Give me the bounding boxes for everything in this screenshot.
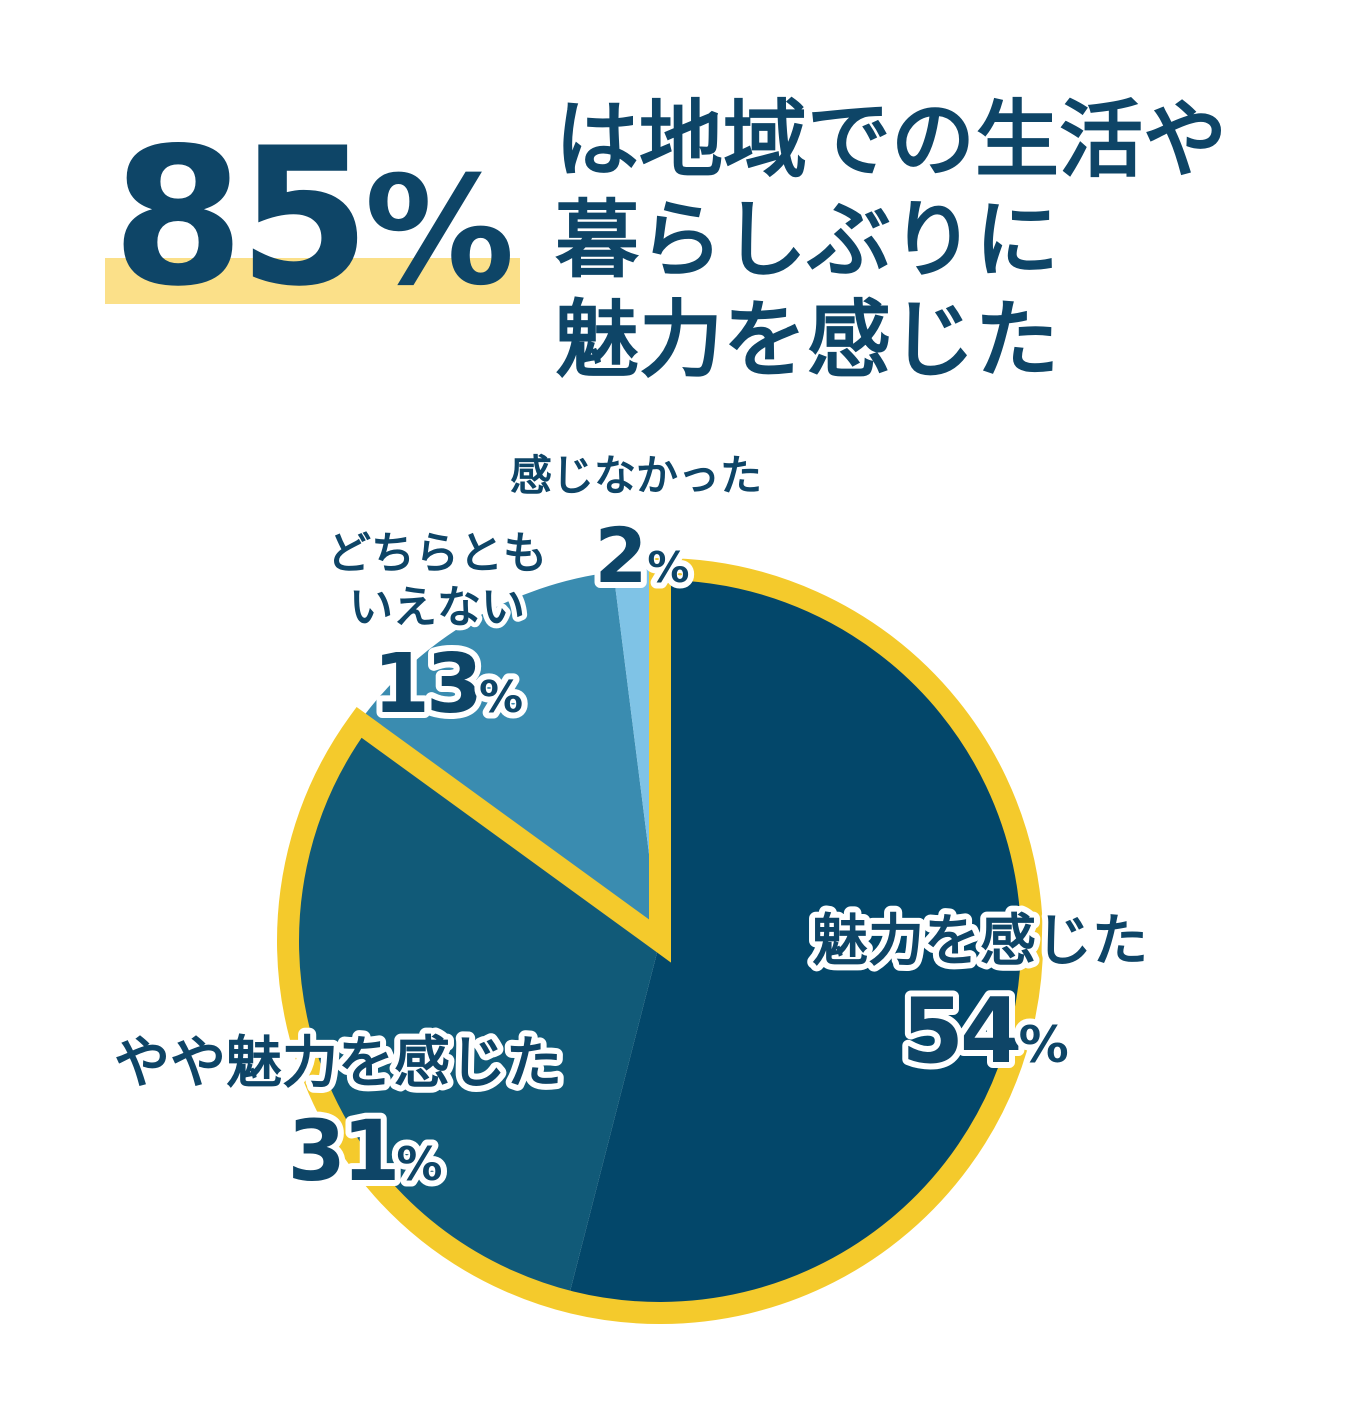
slice-value-charm-unit: %	[1019, 1016, 1069, 1074]
pie-slice-charm	[567, 568, 1033, 1313]
slice-label-neither-line-1: どちらとも	[327, 528, 547, 579]
pie-slice-neither	[359, 571, 660, 941]
pie-slice-somewhat	[288, 722, 660, 1302]
headline-line-2: 暮らしぶりに	[555, 191, 1060, 289]
slice-value-neither-number: 13	[373, 637, 479, 732]
slice-label-none: 感じなかった	[510, 451, 762, 500]
slice-value-somewhat-number: 31	[288, 1102, 397, 1200]
headline-percent: 85%	[112, 118, 515, 332]
slice-label-somewhat: やや魅力を感じた	[114, 1031, 562, 1096]
slice-value-none-unit: %	[647, 543, 689, 592]
headline-percent-number: 85	[112, 107, 370, 328]
headline-text: は地域での生活や 暮らしぶりに 魅力を感じた	[555, 90, 1227, 390]
slice-label-charm: 魅力を感じた	[812, 909, 1148, 974]
slice-value-neither-unit: %	[479, 672, 523, 723]
percent-highlight-bar	[105, 258, 520, 304]
headline: 85% は地域での生活や 暮らしぶりに 魅力を感じた	[0, 0, 1345, 420]
slice-value-charm: 54%	[901, 979, 1068, 1084]
slice-label-neither-line-2: いえない	[349, 582, 525, 633]
pie-slices	[288, 568, 1033, 1313]
headline-percent-unit: %	[364, 145, 514, 319]
slice-value-none: 2%	[595, 511, 690, 600]
slice-value-somewhat: 31%	[288, 1102, 443, 1200]
pie-slice-none	[613, 569, 660, 941]
slice-value-somewhat-unit: %	[396, 1137, 442, 1191]
slice-value-neither: 13%	[373, 637, 523, 732]
headline-line-3: 魅力を感じた	[555, 291, 1060, 389]
pie-outline-ring	[277, 557, 1043, 1324]
slice-value-none-number: 2	[595, 511, 648, 600]
headline-line-1: は地域での生活や	[555, 91, 1228, 189]
slice-value-charm-number: 54	[901, 979, 1019, 1084]
